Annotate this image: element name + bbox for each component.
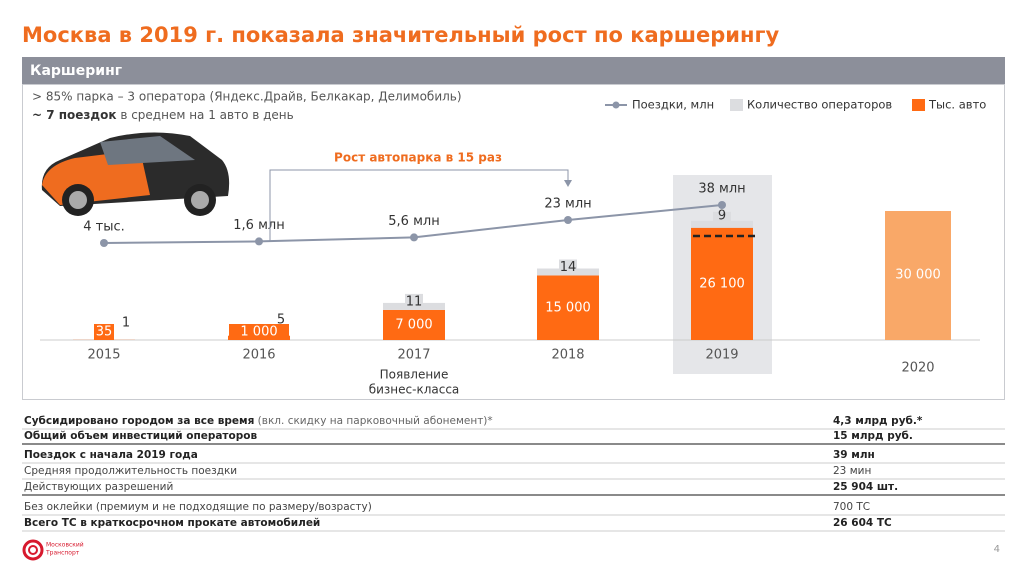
cap-label-box [405,293,423,309]
x-tick-label: 2017 [397,348,430,363]
section-title: Каршеринг [30,63,122,79]
legend-swatch [912,99,925,111]
row-value: 4,3 млрд руб.* [833,415,923,427]
bar [537,275,599,340]
row-value: 39 млн [833,449,875,461]
row-label: Действующих разрешений [24,481,173,493]
logo [22,539,44,561]
row-label: Поездок с начала 2019 года [24,449,198,461]
trips-point [100,238,108,247]
logo-text: Московский [46,542,84,549]
car-image [41,132,230,216]
label-box [229,324,289,340]
row-label: Средняя продолжительность поездки [24,465,237,477]
operators-label: 1 [122,316,130,331]
row-note: (вкл. скидку на парковочный абонемент)* [254,415,492,427]
cap-label-box [713,211,731,227]
x-tick-label: 2020 [901,361,934,376]
operators-label: 5 [277,313,285,328]
row-value: 23 мин [833,465,871,477]
bar-label: 30 000 [895,268,941,283]
x-tick-label: 2018 [551,348,584,363]
title: Москва в 2019 г. показала значительный р… [22,23,779,47]
bullet-bold: ~ 7 поездок [32,108,117,122]
bar-label: 7 000 [395,317,432,332]
trips-point [255,237,263,246]
bullet: ~ 7 поездок в среднем на 1 авто в день [32,108,294,122]
row-value: 15 млрд руб. [833,430,913,442]
table: Субсидировано городом за все время (вкл.… [22,415,1005,532]
x-tick-label: 2019 [705,348,738,363]
label-box [94,324,114,340]
trips-point [718,201,726,209]
trips-point [410,233,418,242]
bullet: > 85% парка – 3 оператора (Яндекс.Драйв,… [32,90,462,104]
row-label: Субсидировано городом за все время (вкл.… [24,415,493,427]
operators-label: 14 [560,260,577,275]
note: бизнес-класса [369,383,460,397]
bracket [269,169,569,242]
trips-point [564,216,572,224]
panel [22,84,1005,400]
trips-label: 38 млн [698,182,745,197]
arrow [564,180,572,187]
row-label-text: Поездок с начала 2019 года [24,449,198,461]
bar [885,211,951,340]
row-label-text: Общий объем инвестиций операторов [24,430,257,442]
row-value: 700 ТС [833,501,870,513]
row-label-text: Субсидировано городом за все время [24,415,254,427]
row-label: Без оклейки (премиум и не подходящие по … [24,501,372,513]
bar [383,309,445,340]
trips-label: 5,6 млн [388,214,439,229]
legend-label: Поездки, млн [632,98,714,112]
section-bar [22,57,1005,84]
bar-label: 35 [96,325,113,340]
bar-label: 1 000 [240,325,277,340]
bar-label: 15 000 [545,300,591,315]
note: Появление [380,368,449,382]
row-label-text: Средняя продолжительность поездки [24,465,237,477]
legend-swatch [730,99,743,111]
x-tick-label: 2015 [87,348,120,363]
legend-label: Тыс. авто [928,98,986,112]
row-value: 25 904 шт. [833,481,898,493]
annotation: Рост автопарка в 15 раз [334,151,502,165]
bar-label: 26 100 [699,276,745,291]
row-label: Всего ТС в краткосрочном прокате автомоб… [24,517,320,529]
x-tick-label: 2016 [242,348,275,363]
row-label-text: Без оклейки (премиум и не подходящие по … [24,501,372,513]
operators-label: 9 [718,208,726,223]
bar [691,227,753,340]
cap-label-box [559,259,577,275]
legend-label: Количество операторов [747,98,892,112]
logo-text: Транспорт [45,550,80,557]
row-label-text: Действующих разрешений [24,481,173,493]
row-value: 26 604 ТС [833,517,892,529]
legend-swatch [612,101,620,109]
chart: 2015 2016 2017 2018 2019 2020 Поездки, млн Коли… [40,98,986,376]
trips-label: 4 тыс. [83,219,125,234]
trips-label: 1,6 млн [233,218,284,233]
row-label-text: Всего ТС в краткосрочном прокате автомоб… [24,517,320,529]
bullet-text: в среднем на 1 авто в день [117,108,294,122]
trips-label: 23 млн [544,197,591,212]
operators-label: 11 [406,294,423,309]
page-number: 4 [994,544,1000,555]
row-label: Общий объем инвестиций операторов [24,430,257,442]
